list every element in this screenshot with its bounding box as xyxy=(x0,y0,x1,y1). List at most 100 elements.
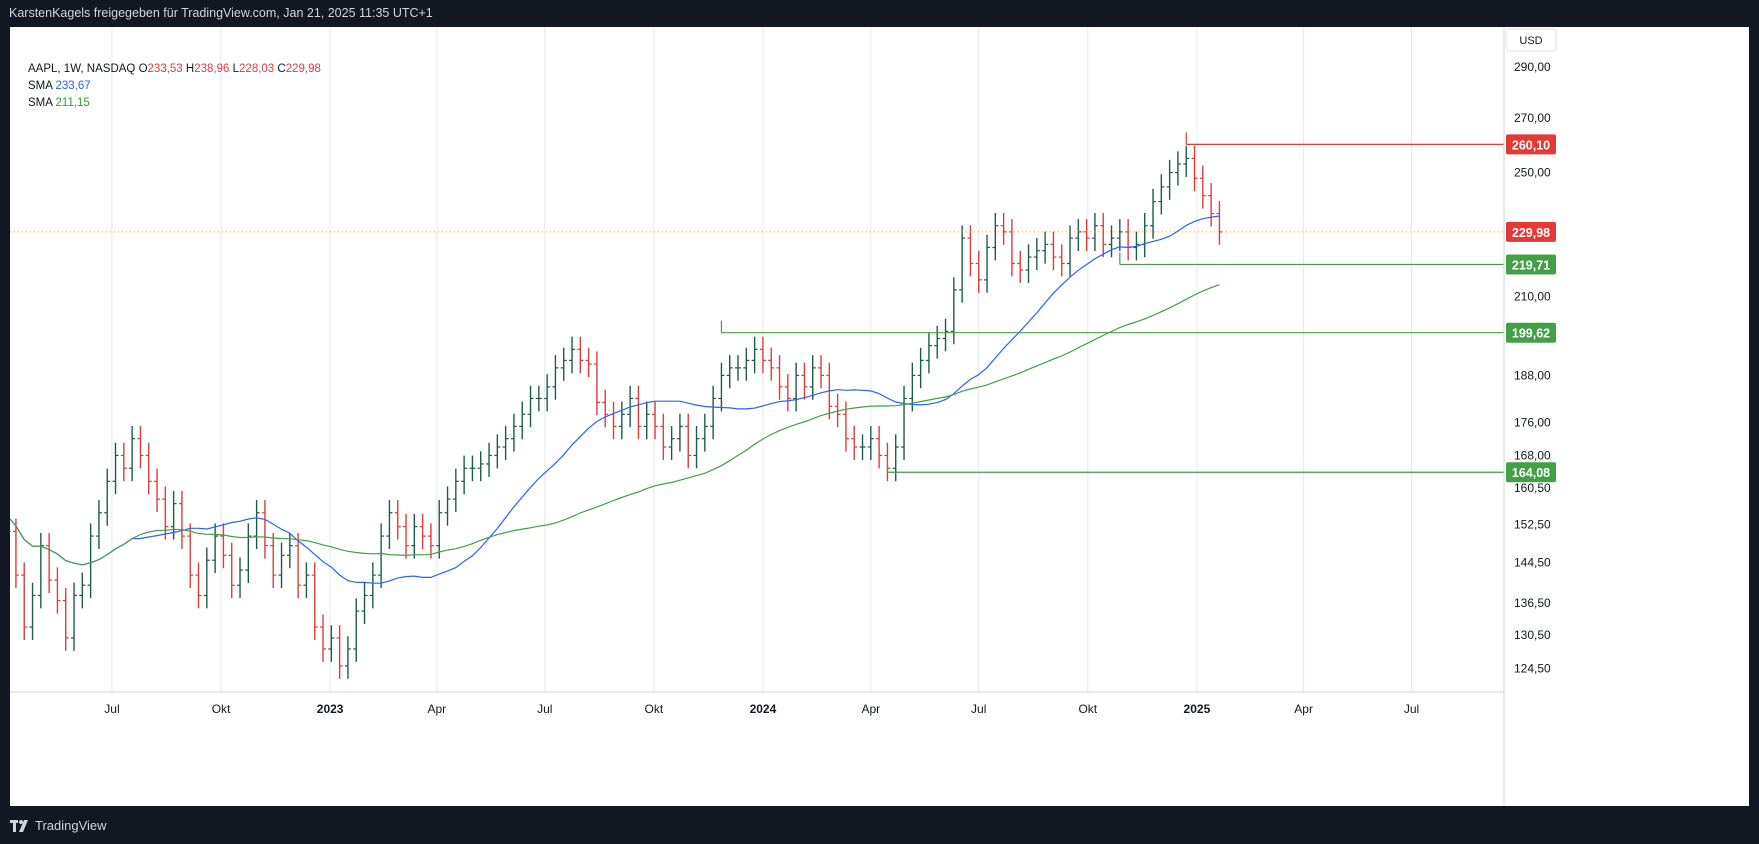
time-tick-label: Apr xyxy=(1294,702,1313,716)
ohlc-bar xyxy=(336,625,343,679)
chart-frame[interactable]: 124,50 130,50 136,50 144,50 152,50 160,50 168,… xyxy=(0,27,1749,806)
ohlc-bar xyxy=(643,401,650,440)
ohlc-bars xyxy=(0,145,1223,679)
chart-legend: AAPL, 1W, NASDAQ O233,53 H238,96 L228,03… xyxy=(28,61,321,112)
ohlc-bar xyxy=(12,518,19,589)
ohlc-bar xyxy=(120,442,127,482)
ohlc-bar xyxy=(992,213,999,261)
level-tag-box xyxy=(1506,134,1556,155)
sma-lines xyxy=(0,215,1220,584)
price-chart[interactable]: 124,50 130,50 136,50 144,50 152,50 160,50 168,… xyxy=(0,27,1749,806)
ohlc-bar xyxy=(71,582,78,651)
ohlc-bar xyxy=(4,518,11,574)
price-tick-label: 270,00 xyxy=(1514,111,1551,125)
ohlc-bar xyxy=(303,562,310,599)
price-tags: 260,10 219,71 199,62 164,08 229,98 xyxy=(1506,134,1556,483)
price-tick-label: 160,50 xyxy=(1514,481,1551,495)
ohlc-bar xyxy=(386,500,393,550)
ohlc-bar xyxy=(743,347,750,381)
currency-button[interactable]: USD xyxy=(1505,28,1557,52)
ohlc-bar xyxy=(46,532,53,594)
share-header-text: KarstenKagels freigegeben für TradingVie… xyxy=(9,6,433,20)
time-tick-label: Jul xyxy=(971,702,986,716)
ohlc-bar xyxy=(1199,165,1206,209)
ohlc-bar xyxy=(154,468,161,513)
ohlc-bar xyxy=(685,413,692,469)
ohlc-bar xyxy=(378,523,385,589)
ohlc-bar xyxy=(660,413,667,460)
ohlc-bar xyxy=(1191,145,1198,192)
time-tick-label: Jul xyxy=(537,702,552,716)
ohlc-bar xyxy=(112,442,119,495)
legend-symbol: AAPL, 1W, NASDAQ xyxy=(28,63,136,75)
ohlc-bar xyxy=(776,355,783,400)
ohlc-bar xyxy=(577,336,584,374)
ohlc-bar xyxy=(411,513,418,559)
ohlc-bar xyxy=(635,385,642,440)
ohlc-bar xyxy=(967,225,974,277)
level-tag-label: 260,10 xyxy=(1512,138,1550,152)
ohlc-bar xyxy=(560,347,567,381)
ohlc-bar xyxy=(1216,200,1223,245)
ohlc-bar xyxy=(1100,213,1107,258)
ohlc-bar xyxy=(87,523,94,599)
ohlc-bar xyxy=(469,455,476,482)
ohlc-bar xyxy=(37,532,44,609)
ohlc-bar xyxy=(353,598,360,662)
time-tick-label: Apr xyxy=(428,702,447,716)
ohlc-bar xyxy=(261,500,268,559)
ohlc-bar xyxy=(1017,250,1024,283)
ohlc-bar xyxy=(602,389,609,428)
ohlc-bar xyxy=(793,362,800,412)
ohlc-bar xyxy=(419,513,426,550)
ohlc-bar xyxy=(710,385,717,440)
ohlc-bar xyxy=(569,336,576,374)
sma-slow-line xyxy=(0,284,1220,566)
sma-fast-line xyxy=(0,215,1220,584)
ohlc-bar xyxy=(1183,145,1190,177)
price-tick-label: 250,00 xyxy=(1514,166,1551,180)
ohlc-bar xyxy=(842,401,849,452)
ohlc-bar xyxy=(859,434,866,460)
ohlc-bar xyxy=(851,425,858,460)
last-price-tag-label: 229,98 xyxy=(1512,226,1550,240)
ohlc-bar xyxy=(735,355,742,381)
ohlc-bar xyxy=(486,442,493,477)
ohlc-bar xyxy=(693,425,700,469)
ohlc-bar xyxy=(452,468,459,513)
ohlc-bar xyxy=(494,434,501,469)
price-tick-label: 188,00 xyxy=(1514,368,1551,382)
price-tick-label: 152,50 xyxy=(1514,517,1551,531)
ohlc-bar xyxy=(652,401,659,440)
level-tag-box xyxy=(1506,254,1556,275)
ohlc-bar xyxy=(178,490,185,550)
ohlc-bar xyxy=(1125,219,1132,261)
ohlc-bar xyxy=(544,374,551,412)
legend-close-label: C xyxy=(277,63,286,75)
footer: TradingView xyxy=(0,806,1759,844)
ohlc-bar xyxy=(129,425,136,482)
ohlc-bar xyxy=(444,486,451,526)
ohlc-bar xyxy=(104,468,111,526)
ohlc-bar xyxy=(1141,213,1148,258)
ohlc-bar xyxy=(1174,151,1181,186)
ohlc-bar xyxy=(1067,225,1074,277)
legend-ohlc: AAPL, 1W, NASDAQ O233,53 H238,96 L228,03… xyxy=(28,61,321,78)
ohlc-bar xyxy=(876,425,883,469)
time-axis: Jul Okt 2023 Apr Jul Okt 2024 Apr Jul Okt 2025 Apr J… xyxy=(104,702,1419,716)
level-tag-label: 219,71 xyxy=(1512,258,1550,272)
level-tag-box xyxy=(1506,462,1556,483)
ohlc-bar xyxy=(162,486,169,540)
tradingview-brand[interactable]: TradingView xyxy=(10,818,107,833)
ohlc-bar xyxy=(809,355,816,400)
legend-sma-slow-label: SMA xyxy=(28,97,53,109)
ohlc-bar xyxy=(1150,188,1157,239)
ohlc-bar xyxy=(328,625,335,662)
ohlc-bar xyxy=(759,336,766,374)
ohlc-bar xyxy=(1050,231,1057,270)
ohlc-bar xyxy=(295,532,302,599)
ohlc-bar xyxy=(311,562,318,640)
tradingview-logo-icon xyxy=(10,819,28,832)
ohlc-bar xyxy=(203,547,210,609)
ohlc-bar xyxy=(245,523,252,584)
